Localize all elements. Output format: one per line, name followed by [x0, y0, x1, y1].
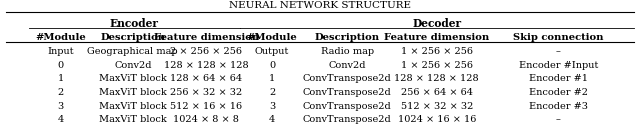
Text: 2: 2	[58, 88, 64, 97]
Text: ConvTranspose2d: ConvTranspose2d	[303, 102, 392, 111]
Text: Feature dimension: Feature dimension	[384, 33, 490, 42]
Text: Radio map: Radio map	[321, 47, 374, 56]
Text: Encoder #3: Encoder #3	[529, 102, 588, 111]
Text: Description: Description	[100, 33, 165, 42]
Text: NEURAL NETWORK STRUCTURE: NEURAL NETWORK STRUCTURE	[229, 1, 411, 10]
Text: 256 × 32 × 32: 256 × 32 × 32	[170, 88, 243, 97]
Text: 1: 1	[58, 74, 64, 83]
Text: ConvTranspose2d: ConvTranspose2d	[303, 88, 392, 97]
Text: Encoder #1: Encoder #1	[529, 74, 588, 83]
Text: Encoder: Encoder	[110, 18, 159, 29]
Text: 0: 0	[269, 61, 275, 70]
Text: 512 × 16 × 16: 512 × 16 × 16	[170, 102, 243, 111]
Text: #Module: #Module	[35, 33, 86, 42]
Text: 2: 2	[269, 88, 275, 97]
Text: Input: Input	[47, 47, 74, 56]
Text: MaxViT block: MaxViT block	[99, 102, 166, 111]
Text: 1024 × 16 × 16: 1024 × 16 × 16	[397, 115, 476, 124]
Text: MaxViT block: MaxViT block	[99, 74, 166, 83]
Text: –: –	[556, 115, 561, 124]
Text: 3: 3	[58, 102, 64, 111]
Text: ConvTranspose2d: ConvTranspose2d	[303, 115, 392, 124]
Text: Encoder #2: Encoder #2	[529, 88, 588, 97]
Text: 0: 0	[58, 61, 64, 70]
Text: MaxViT block: MaxViT block	[99, 88, 166, 97]
Text: 1: 1	[269, 74, 275, 83]
Text: 4: 4	[58, 115, 64, 124]
Text: 1 × 256 × 256: 1 × 256 × 256	[401, 47, 473, 56]
Text: Feature dimension: Feature dimension	[154, 33, 259, 42]
Text: 512 × 32 × 32: 512 × 32 × 32	[401, 102, 473, 111]
Text: Skip connection: Skip connection	[513, 33, 604, 42]
Text: 1024 × 8 × 8: 1024 × 8 × 8	[173, 115, 239, 124]
Text: MaxViT block: MaxViT block	[99, 115, 166, 124]
Text: Description: Description	[315, 33, 380, 42]
Text: 2 × 256 × 256: 2 × 256 × 256	[170, 47, 243, 56]
Text: 128 × 64 × 64: 128 × 64 × 64	[170, 74, 243, 83]
Text: 1 × 256 × 256: 1 × 256 × 256	[401, 61, 473, 70]
Text: Encoder #Input: Encoder #Input	[518, 61, 598, 70]
Text: ConvTranspose2d: ConvTranspose2d	[303, 74, 392, 83]
Text: 3: 3	[269, 102, 275, 111]
Text: 256 × 64 × 64: 256 × 64 × 64	[401, 88, 473, 97]
Text: –: –	[556, 47, 561, 56]
Text: Decoder: Decoder	[412, 18, 461, 29]
Text: 128 × 128 × 128: 128 × 128 × 128	[394, 74, 479, 83]
Text: Output: Output	[255, 47, 289, 56]
Text: Geographical map: Geographical map	[88, 47, 178, 56]
Text: Conv2d: Conv2d	[114, 61, 152, 70]
Text: Conv2d: Conv2d	[328, 61, 366, 70]
Text: #Module: #Module	[246, 33, 298, 42]
Text: 4: 4	[269, 115, 275, 124]
Text: 128 × 128 × 128: 128 × 128 × 128	[164, 61, 249, 70]
